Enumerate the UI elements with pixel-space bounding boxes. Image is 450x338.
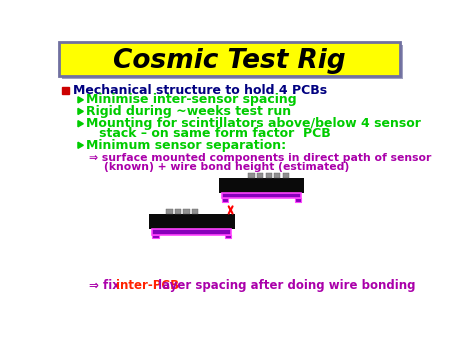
Text: Cosmic Test Rig: Cosmic Test Rig xyxy=(113,48,346,74)
Bar xyxy=(274,173,280,178)
Bar xyxy=(295,198,301,202)
Text: Mechanical structure to hold 4 PCBs: Mechanical structure to hold 4 PCBs xyxy=(73,84,328,97)
Bar xyxy=(183,209,189,214)
Text: Minimum sensor separation:: Minimum sensor separation: xyxy=(86,139,286,152)
Bar xyxy=(219,178,304,193)
Bar xyxy=(153,229,231,235)
Bar xyxy=(222,198,228,202)
Bar xyxy=(257,173,263,178)
Text: (known) + wire bond height (estimated): (known) + wire bond height (estimated) xyxy=(89,162,349,172)
Polygon shape xyxy=(78,97,83,103)
Bar xyxy=(225,235,231,238)
Text: stack – on same form factor  PCB: stack – on same form factor PCB xyxy=(86,127,330,140)
Bar xyxy=(62,45,403,79)
Polygon shape xyxy=(78,121,83,127)
Bar xyxy=(175,209,181,214)
Bar xyxy=(153,235,158,238)
Bar xyxy=(166,209,172,214)
Bar xyxy=(248,173,255,178)
Bar xyxy=(192,209,198,214)
Text: Rigid during ~weeks test run: Rigid during ~weeks test run xyxy=(86,105,291,118)
Text: inter-PCB: inter-PCB xyxy=(116,279,179,292)
Polygon shape xyxy=(78,108,83,115)
Bar xyxy=(153,229,231,235)
Text: ⇒ fix: ⇒ fix xyxy=(89,279,124,292)
Bar xyxy=(63,87,69,94)
Bar xyxy=(266,173,272,178)
Text: layer spacing after doing wire bonding: layer spacing after doing wire bonding xyxy=(154,279,415,292)
Bar xyxy=(149,214,234,229)
Bar xyxy=(283,173,289,178)
Bar xyxy=(222,193,301,198)
Text: Mounting for scintillators above/below 4 sensor: Mounting for scintillators above/below 4… xyxy=(86,117,421,130)
Text: Minimise inter-sensor spacing: Minimise inter-sensor spacing xyxy=(86,93,296,106)
Text: ⇒ surface mounted components in direct path of sensor: ⇒ surface mounted components in direct p… xyxy=(89,152,431,163)
Bar xyxy=(222,193,301,198)
Bar xyxy=(58,42,400,76)
Polygon shape xyxy=(78,142,83,148)
